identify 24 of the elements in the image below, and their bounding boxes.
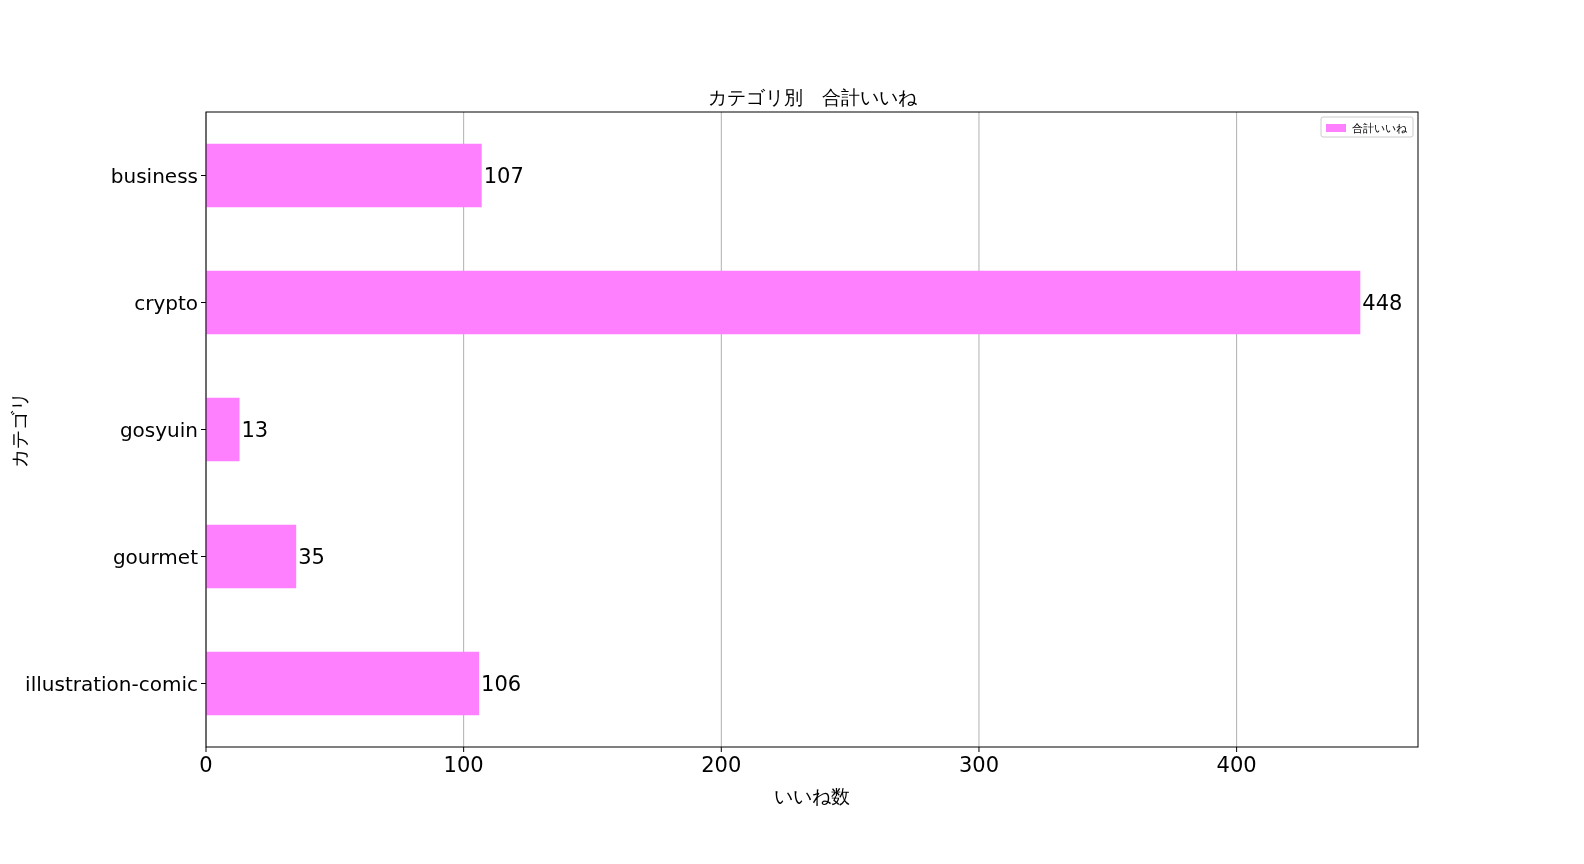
y-tick-label: gourmet [112, 544, 199, 569]
x-tick-label: 400 [1216, 753, 1257, 777]
y-tick-label: business [110, 163, 198, 188]
legend-label: 合計いいね [1352, 121, 1408, 135]
x-tick-label: 0 [199, 753, 213, 777]
data-label: 35 [298, 544, 325, 569]
data-label: 106 [481, 671, 522, 696]
y-tick-label: gosyuin [119, 417, 198, 442]
bar [206, 651, 480, 716]
y-tick-label: illustration-comic [25, 671, 198, 696]
bar [206, 143, 482, 208]
bar [206, 397, 240, 462]
bar [206, 270, 1361, 335]
x-tick-label: 300 [958, 753, 1000, 777]
x-axis-title: いいね数 [774, 785, 850, 807]
data-label: 448 [1362, 290, 1403, 315]
data-label: 13 [241, 417, 269, 442]
x-tick-label: 100 [443, 753, 484, 777]
x-tick-label: 200 [701, 753, 742, 777]
bar [206, 524, 297, 589]
data-label: 107 [483, 163, 524, 188]
chart-title: カテゴリ別 合計いいね [707, 86, 918, 108]
y-tick-label: crypto [134, 290, 198, 315]
y-axis-title: カテゴリ [8, 391, 30, 468]
